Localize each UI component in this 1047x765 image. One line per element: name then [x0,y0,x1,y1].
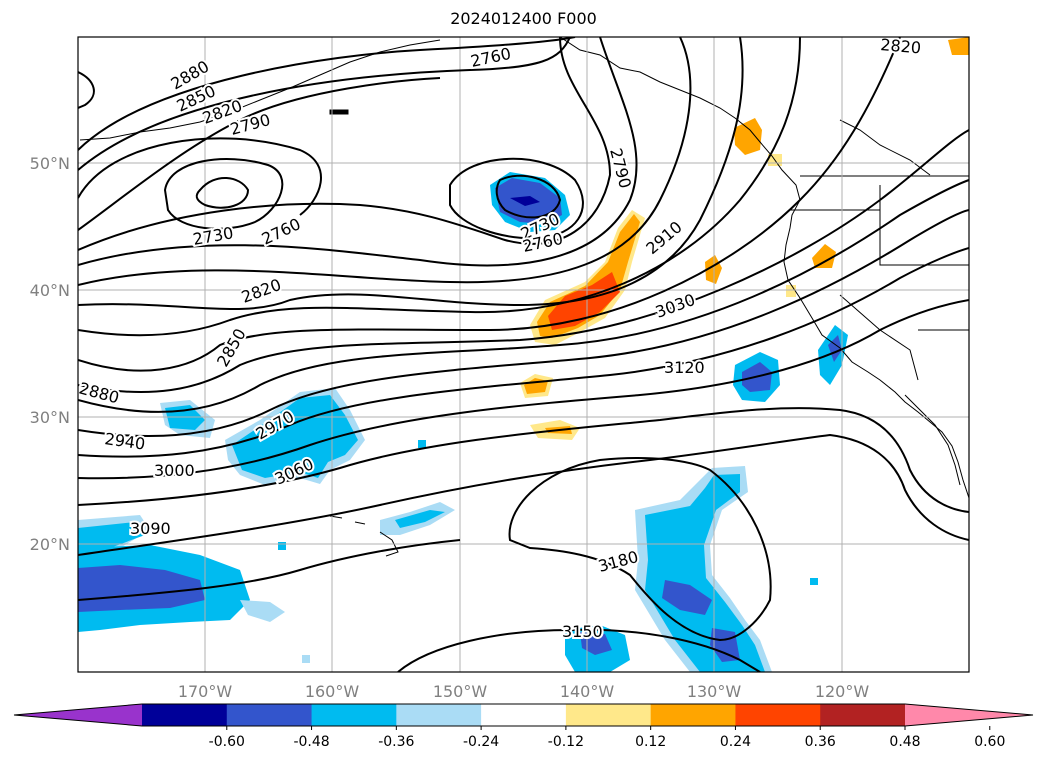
contour-line [78,37,576,151]
contour-line [78,37,571,171]
lat-tick-label: 20°N [30,535,70,554]
colorbar-tick-label: 0.24 [720,734,751,750]
colorbar-swatch [565,704,652,726]
contour-label: 2820 [880,35,922,57]
contour-line [78,179,969,413]
colorbar-swatch [820,704,906,726]
colorbar-outline [13,703,1034,727]
contour-line [495,174,562,219]
shade-area [418,440,426,448]
contour-line [78,129,969,393]
lon-tick-label: 140°W [560,682,615,701]
contour-line [78,137,322,216]
shade-area [78,522,145,550]
shade-area [580,632,612,655]
lat-tick-label: 50°N [30,154,70,173]
contour-line [163,158,284,230]
shade-area [510,196,540,206]
colorbar-swatch [226,704,313,726]
colorbar: -0.60 -0.48 -0.36 -0.24 -0.12 0.12 0.24 0.36 0.4… [13,703,1034,750]
lon-tick-label: 150°W [433,682,488,701]
lat-tick-label: 30°N [30,408,70,427]
colorbar-tick-label: 0.48 [889,734,920,750]
shade-area [302,655,310,663]
map-title: 2024012400 F000 [450,9,597,28]
contour-label: 3090 [130,519,171,538]
contour-line [78,539,461,601]
contour-line [78,37,744,311]
contour-line [78,433,969,556]
shade-area [645,474,765,672]
lon-tick-label: 170°W [178,682,233,701]
colorbar-tick-label: -0.48 [293,734,329,750]
shade-area [395,510,445,528]
colorbar-swatch [735,704,821,726]
shade-area [278,542,286,550]
colorbar-swatch [142,704,228,726]
shade-area [948,37,969,55]
lat-axis: 50°N 40°N 30°N 20°N [30,154,70,554]
contour-label: 3120 [664,358,705,377]
colorbar-extend-min [14,704,142,726]
contour-line [78,37,638,267]
contour-line [78,37,692,286]
colorbar-tick-label: 0.60 [974,734,1005,750]
lon-tick-label: 160°W [305,682,360,701]
contour-line [78,407,969,513]
colorbar-swatch [311,704,397,726]
contour-label: 3000 [154,461,195,480]
state-border [839,294,919,381]
colorbar-extend-max [905,704,1033,726]
shade-area [786,285,796,297]
colorbar-tick-label: 0.36 [805,734,836,750]
contour-line [78,37,901,372]
colorbar-swatch [396,704,482,726]
state-border [839,119,931,176]
colorbar-tick-label: -0.24 [463,734,499,750]
colorbar-swatch [481,704,567,726]
contour-line [78,71,95,109]
contour-line [449,157,584,240]
shade-area [232,395,358,478]
lon-tick-label: 130°W [687,682,742,701]
contour-line [78,37,801,337]
contour-line [195,176,250,209]
shade-area [812,244,836,268]
lon-axis: 170°W 160°W 150°W 140°W 130°W 120°W [178,682,870,701]
contour-line [78,37,612,251]
contour-line [397,628,761,672]
lon-tick-label: 120°W [815,682,870,701]
colorbar-tick-label: -0.12 [548,734,584,750]
contour-line [78,209,969,437]
shade-area [710,628,740,662]
shade-area [734,118,762,155]
shade-area [662,580,712,615]
shade-area [810,578,818,585]
lat-tick-label: 40°N [30,281,70,300]
baja [904,394,961,486]
colorbar-tick-label: -0.36 [378,734,414,750]
colorbar-tick-label: -0.60 [209,734,245,750]
island [329,109,349,115]
height-contours [78,37,969,672]
shade-area [240,600,285,622]
contour-label: 3150 [562,622,603,641]
colorbar-swatch [650,704,736,726]
coastline-alaska [559,37,969,499]
contour-line [78,77,441,231]
colorbar-tick-label: 0.12 [635,734,666,750]
contour-line [78,299,969,480]
map-border [77,36,970,673]
shade-area [548,272,620,330]
contour-line [78,247,969,458]
contour-line [508,457,772,642]
shade-area [78,565,205,612]
